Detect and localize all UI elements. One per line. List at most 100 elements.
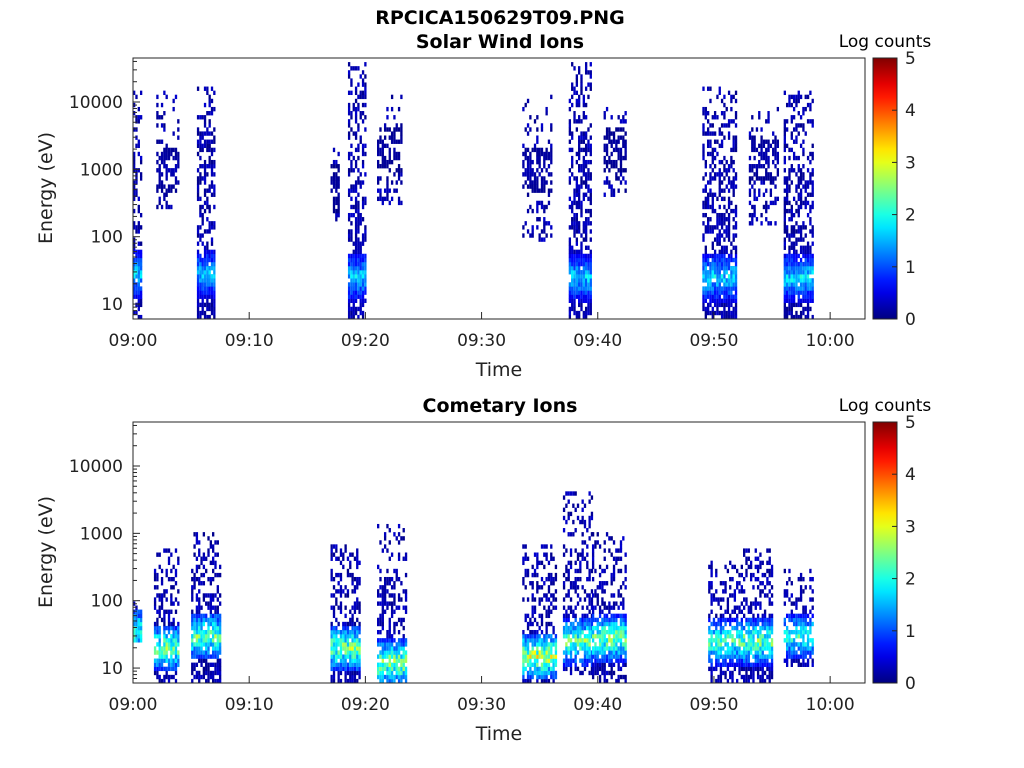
heatmap-cell — [734, 278, 738, 283]
heatmap-cell — [811, 188, 814, 193]
heatmap-cell — [203, 200, 207, 206]
heatmap-cell — [349, 572, 352, 578]
heatmap-cell — [572, 642, 575, 647]
heatmap-cell — [174, 94, 178, 100]
heatmap-cell — [568, 265, 572, 271]
heatmap-cell — [547, 572, 551, 578]
heatmap-cell — [811, 270, 814, 275]
heatmap-cell — [165, 572, 168, 578]
heatmap-cell — [339, 654, 343, 659]
heatmap-cell — [760, 147, 763, 153]
heatmap-cell — [208, 314, 211, 320]
heatmap-cell — [198, 621, 201, 627]
heatmap-cell — [540, 188, 544, 193]
heatmap-cell — [350, 111, 353, 116]
heatmap-cell — [586, 642, 589, 647]
heatmap-cell — [383, 155, 387, 161]
heatmap-cell — [730, 200, 733, 206]
heatmap-cell — [720, 143, 724, 149]
heatmap-cell — [582, 94, 585, 100]
heatmap-cell — [617, 654, 620, 659]
heatmap-cell — [350, 78, 353, 83]
heatmap-cell — [797, 176, 800, 181]
heatmap-cell — [785, 253, 789, 259]
heatmap-cell — [358, 560, 361, 566]
heatmap-cell — [802, 282, 805, 287]
heatmap-cell — [395, 666, 398, 672]
heatmap-cell — [390, 634, 394, 639]
heatmap-cell — [583, 523, 587, 529]
heatmap-cell — [717, 597, 720, 602]
heatmap-cell — [526, 159, 530, 165]
heatmap-cell — [575, 127, 579, 132]
heatmap-cell — [547, 642, 551, 647]
heatmap-cell — [337, 192, 340, 197]
heatmap-cell — [209, 609, 213, 614]
heatmap-cell — [353, 646, 357, 651]
heatmap-cell — [352, 102, 355, 108]
heatmap-cell — [711, 208, 714, 214]
heatmap-cell — [605, 678, 609, 684]
heatmap-cell — [610, 536, 613, 541]
heatmap-cell — [354, 98, 358, 104]
heatmap-cell — [133, 208, 136, 214]
heatmap-cell — [795, 208, 798, 214]
heatmap-cell — [550, 556, 553, 561]
heatmap-cell — [160, 184, 164, 189]
heatmap-cell — [133, 621, 136, 627]
heatmap-cell — [582, 131, 585, 136]
heatmap-cell — [393, 139, 396, 144]
heatmap-cell — [529, 151, 532, 157]
heatmap-cell — [354, 221, 358, 226]
heatmap-cell — [582, 257, 585, 263]
heatmap-cell — [572, 658, 575, 663]
heatmap-cell — [381, 625, 384, 631]
heatmap-cell — [574, 638, 577, 643]
heatmap-cell — [610, 625, 613, 631]
heatmap-cell — [346, 634, 350, 639]
heatmap-cell — [584, 233, 588, 238]
heatmap-cell — [591, 609, 595, 614]
heatmap-cell — [172, 621, 175, 627]
heatmap-cell — [569, 564, 573, 570]
heatmap-cell — [575, 286, 579, 291]
heatmap-cell — [350, 164, 353, 169]
heatmap-cell — [356, 650, 359, 655]
heatmap-cell — [729, 621, 732, 627]
heatmap-cell — [356, 585, 359, 590]
heatmap-cell — [603, 180, 606, 185]
heatmap-cell — [330, 556, 333, 561]
heatmap-cell — [767, 143, 770, 149]
figure-title: RPCICA150629T09.PNG — [375, 7, 625, 29]
heatmap-cell — [617, 666, 620, 672]
heatmap-cell — [170, 172, 173, 177]
heatmap-cell — [353, 556, 357, 561]
heatmap-cell — [594, 646, 597, 651]
heatmap-cell — [212, 613, 215, 619]
heatmap-cell — [594, 544, 597, 549]
heatmap-cell — [359, 241, 362, 246]
heatmap-cell — [165, 155, 168, 161]
heatmap-cell — [783, 621, 786, 627]
heatmap-cell — [730, 119, 733, 124]
heatmap-cell — [526, 229, 530, 234]
heatmap-cell — [195, 638, 199, 643]
heatmap-cell — [357, 249, 360, 255]
heatmap-cell — [353, 601, 357, 606]
heatmap-cell — [584, 62, 588, 67]
heatmap-cell — [351, 678, 354, 684]
heatmap-cell — [591, 654, 595, 659]
heatmap-cell — [201, 212, 204, 218]
heatmap-cell — [572, 646, 575, 651]
heatmap-cell — [774, 135, 777, 140]
heatmap-cell — [332, 650, 336, 655]
heatmap-cell — [361, 196, 365, 202]
heatmap-cell — [562, 507, 566, 513]
heatmap-cell — [361, 200, 365, 206]
heatmap-cell — [135, 274, 138, 279]
heatmap-cell — [706, 257, 710, 263]
heatmap-cell — [216, 585, 219, 590]
heatmap-cell — [582, 115, 585, 120]
heatmap-cell — [788, 270, 791, 275]
heatmap-cell — [538, 164, 541, 169]
